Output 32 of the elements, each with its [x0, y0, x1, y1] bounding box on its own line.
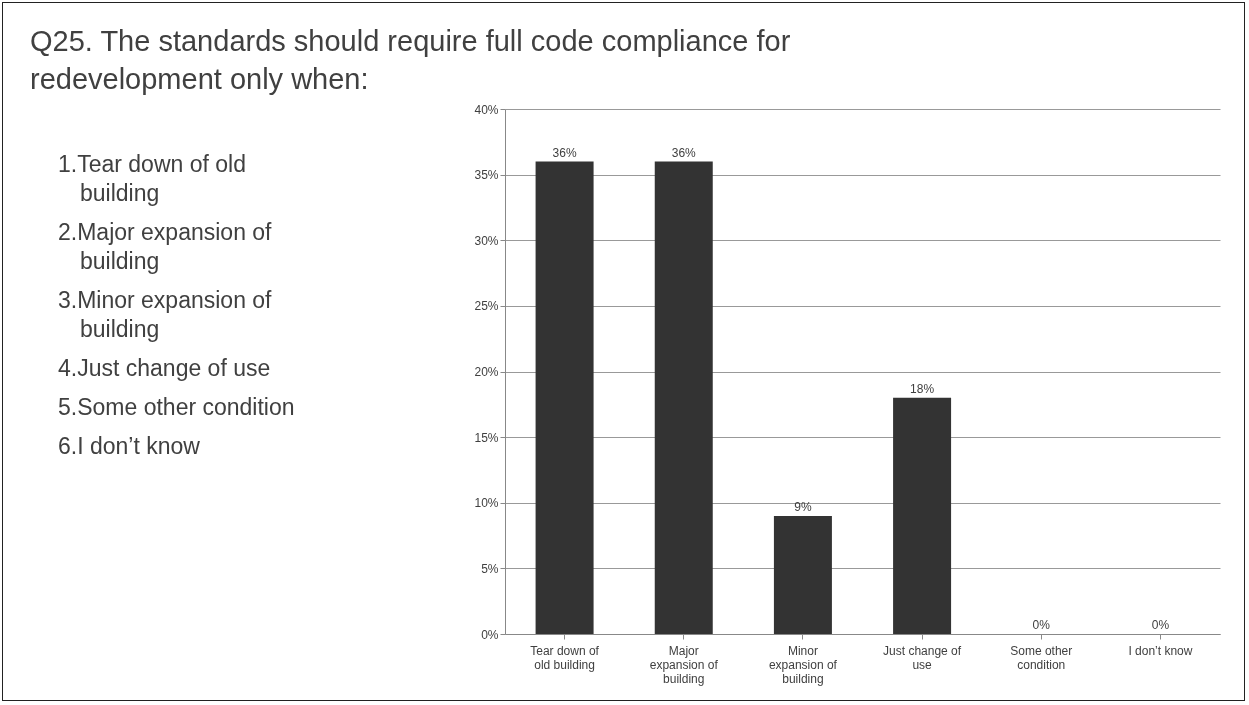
- y-tick-label: 15%: [474, 430, 499, 445]
- bar: [654, 161, 713, 634]
- text: 3.Minor expansion of building: [58, 286, 273, 344]
- y-tick-label: 40%: [474, 102, 499, 117]
- data-label: 36%: [671, 145, 697, 160]
- chart-title: Q25. The standards should require full code compliance for redevelopment only when:: [30, 24, 792, 97]
- y-tick-label: 5%: [481, 561, 499, 576]
- text: 5.Some other condition: [58, 393, 296, 422]
- x-tick-label: Major expansion of building: [649, 643, 719, 686]
- data-label: 0%: [1032, 618, 1051, 632]
- text: 2.Major expansion of building: [58, 218, 273, 276]
- data-label: 18%: [910, 381, 935, 396]
- y-tick-label: 30%: [474, 233, 499, 248]
- x-tick-label: Tear down of old building: [530, 643, 600, 672]
- y-tick-label: 0%: [481, 627, 499, 642]
- data-label: 9%: [794, 499, 812, 514]
- x-tick-label: Just change of use: [883, 643, 962, 672]
- data-label: 36%: [552, 145, 577, 160]
- x-tick-label: I don’t know: [1128, 643, 1193, 658]
- text: 1.Tear down of old building: [58, 150, 247, 208]
- y-tick-label: 25%: [474, 299, 499, 314]
- x-tick-label: Minor expansion of building: [768, 643, 838, 686]
- y-tick-label: 20%: [474, 365, 499, 379]
- bar: [773, 515, 832, 634]
- text: 4.Just change of use: [58, 354, 272, 383]
- y-tick-label: 10%: [474, 496, 499, 511]
- x-tick-label: Some other condition: [1010, 643, 1073, 672]
- text: 6.I don’t know: [58, 432, 201, 461]
- bar: [893, 397, 952, 634]
- bar: [535, 161, 594, 634]
- y-tick-label: 35%: [474, 168, 499, 183]
- data-label: 0%: [1151, 618, 1170, 632]
